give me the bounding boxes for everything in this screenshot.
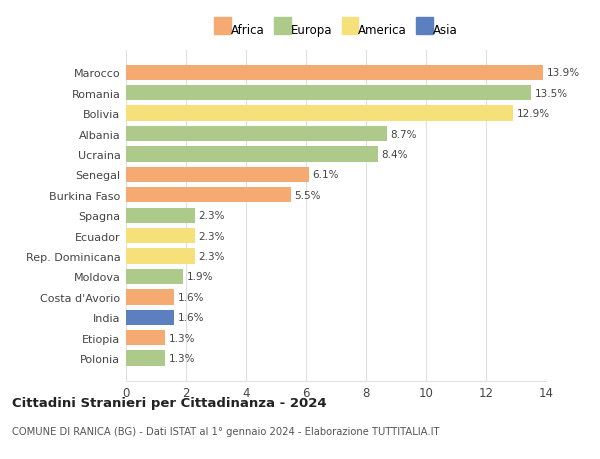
Text: 1.9%: 1.9% <box>187 272 213 282</box>
Text: 8.7%: 8.7% <box>391 129 417 139</box>
Bar <box>126 290 174 305</box>
Bar <box>126 168 309 183</box>
Text: 1.6%: 1.6% <box>178 313 204 323</box>
Text: 13.5%: 13.5% <box>535 89 568 99</box>
Text: 2.3%: 2.3% <box>199 252 225 262</box>
Bar <box>126 147 378 162</box>
Bar <box>126 127 387 142</box>
Bar <box>126 310 174 325</box>
Text: 1.3%: 1.3% <box>169 333 195 343</box>
Text: 2.3%: 2.3% <box>199 211 225 221</box>
Text: 1.6%: 1.6% <box>178 292 204 302</box>
Text: 8.4%: 8.4% <box>382 150 408 160</box>
Text: 12.9%: 12.9% <box>517 109 550 119</box>
Text: 1.3%: 1.3% <box>169 353 195 364</box>
Bar <box>126 351 165 366</box>
Bar <box>126 229 195 244</box>
Bar <box>126 66 543 81</box>
Bar <box>126 188 291 203</box>
Bar <box>126 86 531 101</box>
Text: COMUNE DI RANICA (BG) - Dati ISTAT al 1° gennaio 2024 - Elaborazione TUTTITALIA.: COMUNE DI RANICA (BG) - Dati ISTAT al 1°… <box>12 426 439 436</box>
Text: 6.1%: 6.1% <box>313 170 339 180</box>
Bar <box>126 106 513 122</box>
Bar <box>126 249 195 264</box>
Text: 13.9%: 13.9% <box>547 68 580 78</box>
Legend: Africa, Europa, America, Asia: Africa, Europa, America, Asia <box>211 20 461 40</box>
Text: 2.3%: 2.3% <box>199 231 225 241</box>
Text: 5.5%: 5.5% <box>295 190 321 200</box>
Bar <box>126 330 165 346</box>
Bar <box>126 269 183 285</box>
Text: Cittadini Stranieri per Cittadinanza - 2024: Cittadini Stranieri per Cittadinanza - 2… <box>12 396 326 409</box>
Bar <box>126 208 195 224</box>
